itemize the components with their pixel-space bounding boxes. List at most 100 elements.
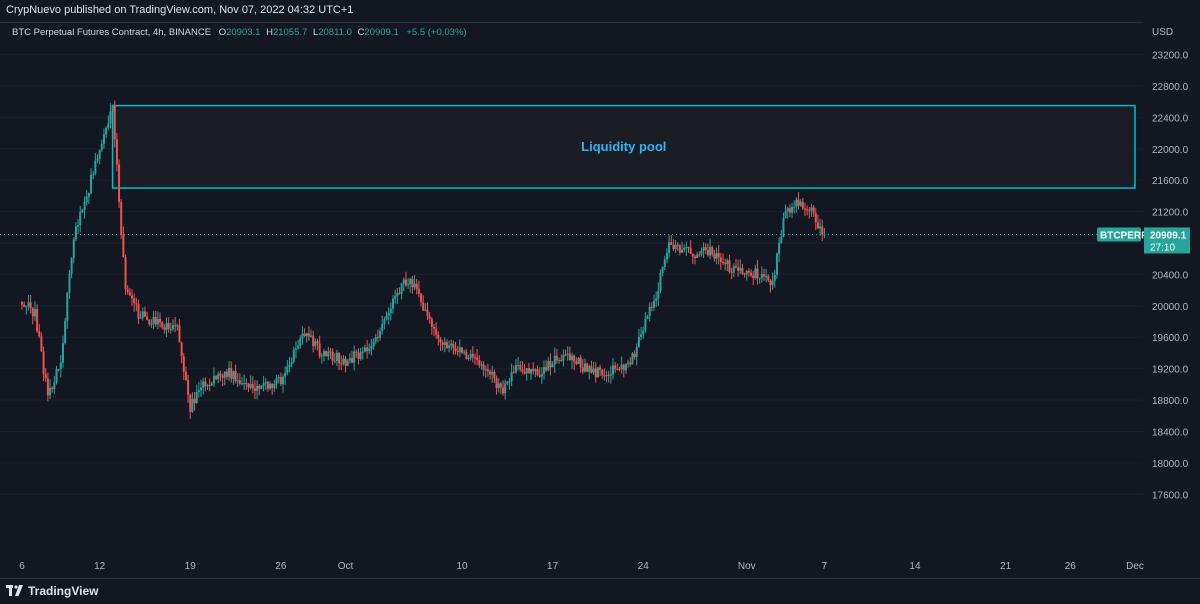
- candle-body: [659, 272, 662, 291]
- candle-body: [633, 353, 636, 358]
- candle-body: [169, 329, 172, 331]
- candle-body: [66, 292, 69, 321]
- candle-body: [346, 360, 349, 366]
- candle-body: [527, 368, 530, 374]
- candle-body: [784, 211, 787, 219]
- candle-body: [260, 385, 263, 389]
- candle-body: [422, 302, 425, 311]
- candle-body: [247, 383, 250, 388]
- candle-body: [771, 280, 774, 286]
- candle-body: [243, 382, 246, 384]
- candle-body: [698, 254, 701, 256]
- candle-body: [646, 316, 649, 319]
- symbol-description: BTC Perpetual Futures Contract, 4h, BINA…: [12, 27, 211, 38]
- candle-body: [51, 387, 54, 389]
- candle-body: [407, 284, 410, 286]
- candle-body: [443, 342, 446, 345]
- candle-body: [734, 266, 737, 268]
- candle-body: [506, 381, 509, 384]
- candle-body: [376, 337, 379, 339]
- candle-body: [495, 378, 498, 389]
- candle-body: [689, 247, 692, 254]
- candle-body: [344, 358, 347, 366]
- candle-body: [72, 239, 75, 259]
- candle-body: [273, 383, 276, 389]
- candle-body: [456, 350, 459, 353]
- candle-body: [448, 345, 451, 348]
- candle-body: [624, 363, 627, 371]
- candle-body: [486, 369, 489, 372]
- candle-body: [743, 273, 746, 275]
- time-axis-labels[interactable]: 6 12 19 26 Oct 10 17 24 Nov 7 14 21 26 Dec: [19, 561, 1144, 572]
- price-tick-label: 17600.0: [1152, 490, 1189, 501]
- candle-body: [167, 323, 170, 330]
- candle-body: [758, 277, 761, 279]
- candle-body: [691, 253, 694, 257]
- candle-body: [706, 250, 709, 256]
- candle-body: [277, 376, 280, 379]
- candle-body: [111, 104, 114, 112]
- candle-body: [120, 201, 123, 235]
- candle-body: [553, 355, 556, 365]
- candle-body: [756, 268, 759, 279]
- candle-body: [715, 253, 718, 259]
- candle-body: [575, 361, 578, 364]
- price-tick-label: 19200.0: [1152, 365, 1189, 376]
- candle-body: [661, 267, 664, 273]
- candle-body: [297, 345, 300, 349]
- candle-body: [148, 319, 151, 325]
- price-chart[interactable]: Liquidity pool USD 17600.0 18000.0 18400.0…: [0, 0, 1200, 578]
- candle-body: [351, 358, 354, 363]
- candle-body: [195, 392, 198, 404]
- candle-body: [426, 309, 429, 317]
- candle-body: [618, 368, 621, 370]
- candle-body: [821, 226, 824, 235]
- candle-body: [301, 333, 304, 339]
- time-tick-label: Nov: [738, 561, 756, 572]
- close-value: 20909.1: [364, 27, 398, 38]
- candle-body: [193, 398, 196, 404]
- candle-body: [204, 381, 207, 387]
- candle-body: [77, 225, 80, 227]
- candle-body: [545, 367, 548, 371]
- candle-body: [560, 360, 563, 362]
- time-tick-label: 24: [638, 561, 650, 572]
- candle-body: [594, 368, 597, 378]
- candle-body: [499, 383, 502, 388]
- candle-body: [726, 260, 729, 264]
- time-tick-label: 26: [275, 561, 287, 572]
- candle-body: [687, 246, 690, 248]
- footer-bar: TradingView: [0, 578, 1200, 604]
- candle-body: [202, 381, 205, 388]
- candle-body: [816, 222, 819, 229]
- candle-body: [482, 364, 485, 370]
- price-axis[interactable]: [1143, 22, 1200, 556]
- price-tick-label: 22000.0: [1152, 145, 1189, 156]
- candle-body: [217, 373, 220, 380]
- candle-body: [379, 331, 382, 338]
- candle-body: [318, 343, 321, 357]
- candle-body: [763, 274, 765, 277]
- liquidity-pool-box[interactable]: [111, 104, 1136, 189]
- candle-body: [171, 325, 174, 330]
- candle-body: [471, 353, 474, 358]
- time-tick-label: Oct: [338, 561, 354, 572]
- time-tick-label: 6: [19, 561, 25, 572]
- candle-body: [696, 254, 699, 259]
- candle-body: [363, 347, 366, 352]
- candle-body: [773, 274, 776, 281]
- candle-body: [637, 336, 640, 348]
- candle-body: [549, 360, 552, 368]
- candle-body: [445, 342, 448, 348]
- candle-body: [525, 368, 528, 374]
- low-label: L: [313, 27, 318, 38]
- candle-body: [571, 355, 574, 361]
- candle-body: [650, 306, 653, 308]
- candle-body: [107, 123, 110, 129]
- candle-body: [502, 387, 505, 394]
- high-value: 21055.7: [273, 27, 307, 38]
- candle-body: [767, 275, 770, 281]
- candle-body: [381, 323, 384, 332]
- tradingview-logo[interactable]: TradingView: [6, 584, 98, 598]
- candle-body: [133, 298, 136, 304]
